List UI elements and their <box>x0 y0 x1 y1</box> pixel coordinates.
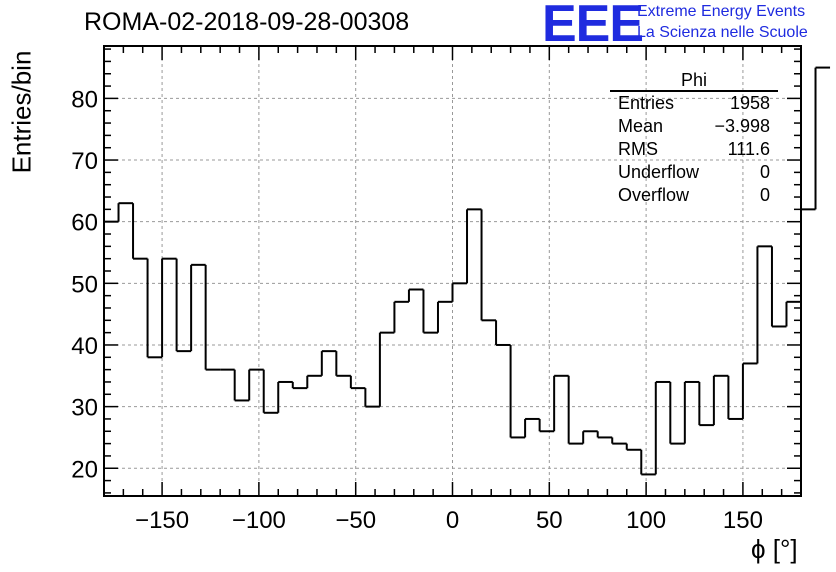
stats-label: Underflow <box>618 162 700 182</box>
x-tick-label: 100 <box>626 507 666 534</box>
y-tick-label: 40 <box>71 333 98 360</box>
x-tick-label: 0 <box>446 507 459 534</box>
y-tick-label: 50 <box>71 271 98 298</box>
stats-label: Mean <box>618 116 664 136</box>
plot-title: ROMA-02-2018-09-28-00308 <box>84 8 410 36</box>
stats-row-underflow: Underflow 0 <box>610 161 778 184</box>
eee-logo: EEE <box>542 0 644 53</box>
stats-value: 0 <box>759 162 770 182</box>
x-tick-label: 150 <box>723 507 763 534</box>
stats-box: Phi Entries 1958 Mean −3.998 RMS 111.6 U… <box>610 70 778 207</box>
y-tick-label: 80 <box>71 86 98 113</box>
x-axis-label: ϕ [°] <box>751 534 798 564</box>
x-tick-label: −100 <box>232 507 286 534</box>
stats-label: Overflow <box>618 185 690 205</box>
y-tick-label: 60 <box>71 210 98 237</box>
y-tick-label: 70 <box>71 148 98 175</box>
stats-row-mean: Mean −3.998 <box>610 115 778 138</box>
stats-label: Entries <box>618 93 675 113</box>
stats-label: RMS <box>618 139 658 159</box>
y-tick-label: 20 <box>71 456 98 483</box>
stats-row-entries: Entries 1958 <box>610 92 778 115</box>
x-tick-label: −150 <box>135 507 189 534</box>
y-tick-label: 30 <box>71 395 98 422</box>
stats-value: −3.998 <box>714 116 770 136</box>
logo-subtitle-2: La Scienza nelle Scuole <box>637 24 808 41</box>
stats-value: 1958 <box>729 93 770 113</box>
x-tick-label: −50 <box>335 507 376 534</box>
stats-row-overflow: Overflow 0 <box>610 184 778 207</box>
logo-subtitle-1: Extreme Energy Events <box>637 3 806 20</box>
stats-row-rms: RMS 111.6 <box>610 138 778 161</box>
stats-value: 0 <box>759 185 770 205</box>
stats-title: Phi <box>610 70 778 92</box>
x-tick-label: 50 <box>536 507 563 534</box>
stats-value: 111.6 <box>727 139 770 159</box>
